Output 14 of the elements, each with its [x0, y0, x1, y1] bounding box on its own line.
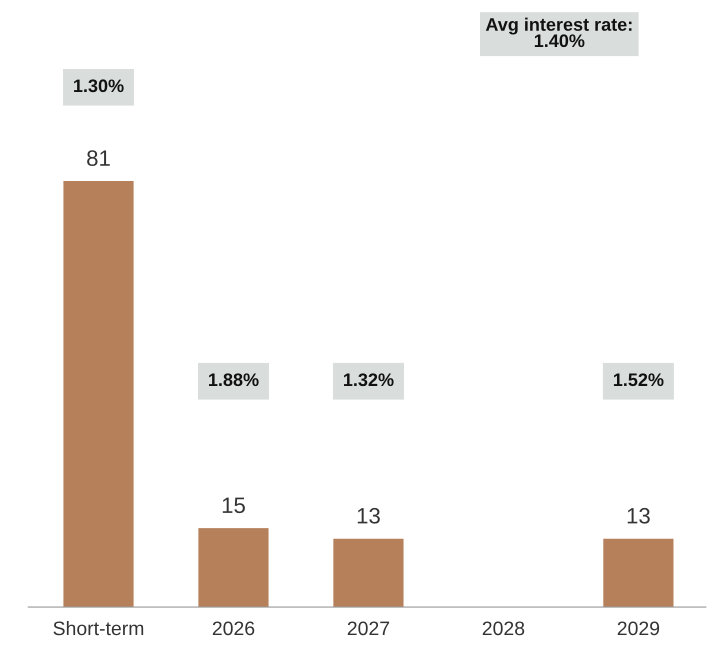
x-tick-label: 2029 — [618, 621, 660, 636]
x-tick-label: 2027 — [348, 621, 390, 636]
x-tick-label: 2026 — [212, 621, 254, 636]
x-tick-label: 2028 — [482, 621, 524, 636]
annotation: 1.32% — [344, 373, 394, 386]
text: Avg interest rate: 1.40% — [486, 18, 632, 48]
annotation: 1.52% — [614, 373, 664, 386]
data-label: 81 — [87, 150, 110, 166]
x-tick-label: Short-term — [53, 620, 144, 636]
text: 1.30% — [74, 79, 124, 92]
data-label: 15 — [222, 498, 245, 514]
data-label: 13 — [358, 508, 380, 524]
data-label: 13 — [628, 508, 650, 524]
annotation: 1.88% — [209, 373, 259, 386]
